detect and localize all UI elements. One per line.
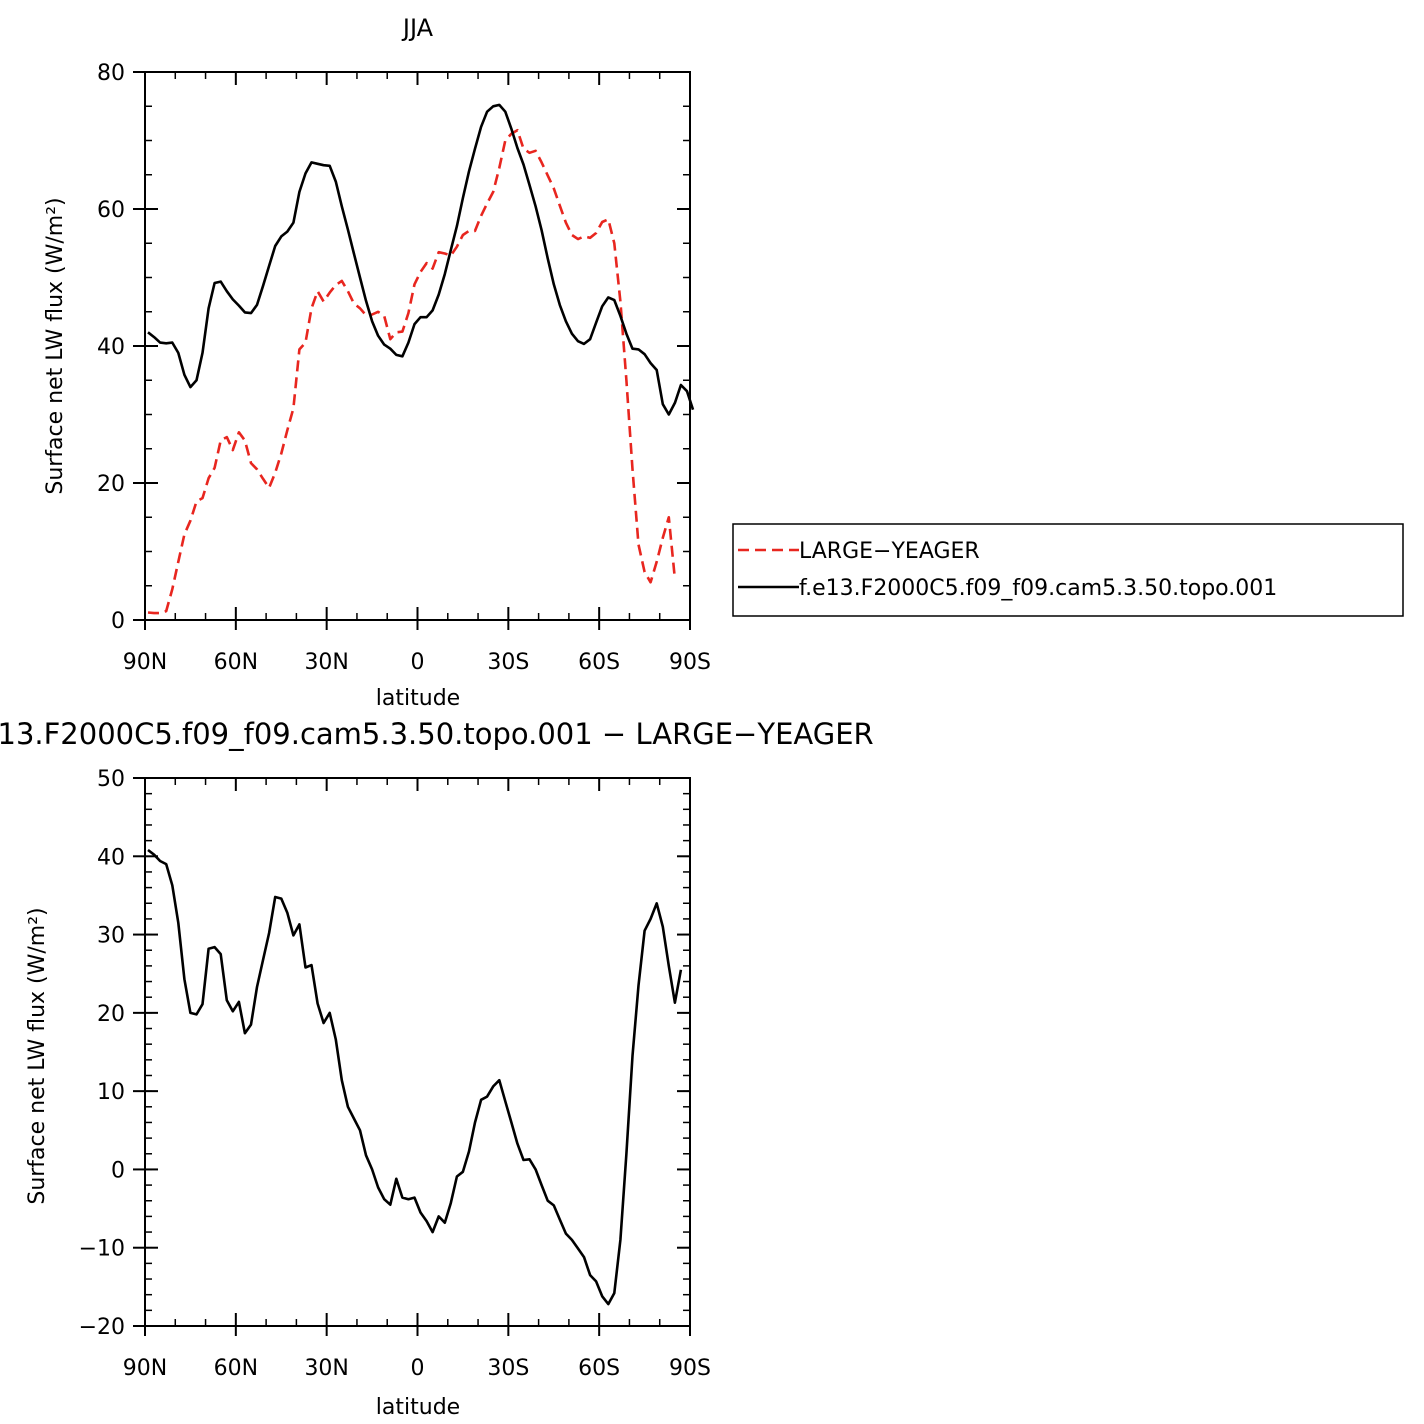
bottom-panel: f.e13.F2000C5.f09_f09.cam5.3.50.topo.001… xyxy=(0,717,874,1420)
x-tick-label: 30S xyxy=(487,1356,529,1381)
x-tick-label: 60N xyxy=(214,650,258,675)
series-line-1 xyxy=(147,103,695,416)
series-line-0 xyxy=(147,128,677,615)
y-tick-label: 80 xyxy=(97,61,125,86)
x-tick-label: 60N xyxy=(214,1356,258,1381)
top-title: JJA xyxy=(401,14,434,42)
y-tick-label: −10 xyxy=(79,1237,125,1262)
top-plot-area: 90N 60N 30N 0 30S 60S 90S 0 20 40 60 80 xyxy=(97,61,711,675)
x-tick-label: 0 xyxy=(411,1356,425,1381)
x-tick-label: 90S xyxy=(669,1356,711,1381)
legend: LARGE−YEAGER f.e13.F2000C5.f09_f09.cam5.… xyxy=(732,523,1404,617)
x-tick-label: 60S xyxy=(578,650,620,675)
x-tick-label: 30N xyxy=(304,1356,348,1381)
top-y-axis-label: Surface net LW flux (W/m²) xyxy=(43,197,68,494)
bottom-x-axis-label: latitude xyxy=(376,1395,460,1420)
y-tick-label: 10 xyxy=(97,1080,125,1105)
legend-box xyxy=(732,523,1404,617)
y-tick-label: 0 xyxy=(111,1158,125,1183)
y-tick-label: 50 xyxy=(97,767,125,792)
x-tick-label: 90N xyxy=(123,1356,167,1381)
bottom-plot-area: 90N 60N 30N 0 30S 60S 90S −20 −10 0 10 20 30 40 50 xyxy=(79,767,711,1381)
bottom-title: f.e13.F2000C5.f09_f09.cam5.3.50.topo.001… xyxy=(0,717,874,751)
x-tick-label: 90N xyxy=(123,650,167,675)
legend-label-large-yeager: LARGE−YEAGER xyxy=(799,539,980,564)
x-tick-label: 30N xyxy=(304,650,348,675)
series-line-0 xyxy=(147,848,683,1306)
top-x-axis-label: latitude xyxy=(376,686,460,711)
x-tick-label: 0 xyxy=(411,650,425,675)
x-tick-label: 60S xyxy=(578,1356,620,1381)
x-tick-label: 90S xyxy=(669,650,711,675)
y-tick-label: 40 xyxy=(97,335,125,360)
y-tick-label: 20 xyxy=(97,472,125,497)
y-tick-label: 0 xyxy=(111,609,125,634)
y-tick-label: 40 xyxy=(97,845,125,870)
y-tick-label: −20 xyxy=(79,1315,125,1340)
x-tick-label: 30S xyxy=(487,650,529,675)
y-tick-label: 60 xyxy=(97,198,125,223)
bottom-y-axis-label: Surface net LW flux (W/m²) xyxy=(25,907,50,1204)
top-panel: JJA 90N 60N 30N 0 30S 60S 90S 0 20 40 60 80 latitud… xyxy=(43,14,1404,711)
legend-label-cam5: f.e13.F2000C5.f09_f09.cam5.3.50.topo.001 xyxy=(799,576,1277,601)
y-tick-label: 20 xyxy=(97,1002,125,1027)
y-tick-label: 30 xyxy=(97,924,125,949)
